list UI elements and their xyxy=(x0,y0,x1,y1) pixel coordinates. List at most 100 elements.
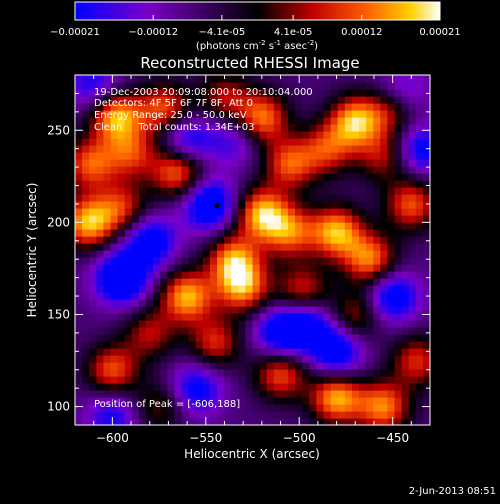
heatmap-cell xyxy=(146,110,154,118)
heatmap-cell xyxy=(82,404,90,412)
heatmap-cell xyxy=(224,355,232,363)
heatmap-cell xyxy=(366,264,374,272)
heatmap-cell xyxy=(302,264,310,272)
heatmap-cell xyxy=(359,383,367,391)
heatmap-cell xyxy=(138,299,147,307)
heatmap-cell xyxy=(394,173,403,181)
heatmap-cell xyxy=(89,285,97,293)
heatmap-cell xyxy=(231,257,239,265)
heatmap-cell xyxy=(195,397,204,405)
heatmap-cell xyxy=(422,362,430,370)
heatmap-cell xyxy=(245,208,254,216)
chart-title: Reconstructed RHESSI Image xyxy=(140,54,359,72)
heatmap-cell xyxy=(138,320,147,328)
heatmap-cell xyxy=(195,285,204,293)
heatmap-cell xyxy=(394,411,403,419)
heatmap-cell xyxy=(302,327,310,335)
heatmap-cell xyxy=(273,362,282,370)
heatmap-cell xyxy=(96,390,104,398)
heatmap-cell xyxy=(89,236,97,244)
heatmap-cell xyxy=(401,187,410,195)
heatmap-cell xyxy=(259,180,268,188)
heatmap-cell xyxy=(96,145,104,153)
heatmap-cell xyxy=(188,243,197,251)
heatmap-cell xyxy=(273,376,282,384)
heatmap-cell xyxy=(401,138,410,146)
heatmap-cell xyxy=(422,82,430,90)
heatmap-cell xyxy=(408,285,417,293)
heatmap-cell xyxy=(408,299,417,307)
heatmap-cell xyxy=(117,404,126,412)
heatmap-cell xyxy=(153,110,161,118)
heatmap-cell xyxy=(259,376,268,384)
heatmap-cell xyxy=(316,341,325,349)
heatmap-cell xyxy=(344,138,353,146)
heatmap-cell xyxy=(266,222,275,230)
heatmap-cell xyxy=(302,320,310,328)
heatmap-cell xyxy=(238,222,246,230)
heatmap-cell xyxy=(280,82,289,90)
heatmap-cell xyxy=(366,96,374,104)
heatmap-cell xyxy=(188,418,197,425)
heatmap-cell xyxy=(330,124,339,132)
heatmap-cell xyxy=(131,306,140,314)
heatmap-cell xyxy=(82,397,90,405)
heatmap-cell xyxy=(160,397,168,405)
heatmap-cell xyxy=(110,334,119,342)
heatmap-cell xyxy=(209,124,218,132)
heatmap-cell xyxy=(195,82,204,90)
heatmap-cell xyxy=(89,369,97,377)
heatmap-cell xyxy=(323,348,332,356)
heatmap-cell xyxy=(351,82,360,90)
heatmap-cell xyxy=(146,138,154,146)
heatmap-cell xyxy=(351,334,360,342)
heatmap-cell xyxy=(380,306,388,314)
heatmap-cell xyxy=(224,215,232,223)
heatmap-cell xyxy=(224,89,232,97)
heatmap-cell xyxy=(415,257,424,265)
heatmap-cell xyxy=(195,187,204,195)
heatmap-cell xyxy=(202,348,211,356)
heatmap-cell xyxy=(160,236,168,244)
heatmap-cell xyxy=(266,152,275,160)
heatmap-cell xyxy=(344,236,353,244)
heatmap-cell xyxy=(238,138,246,146)
heatmap-cell xyxy=(89,292,97,300)
heatmap-cell xyxy=(337,264,346,272)
heatmap-cell xyxy=(408,117,417,125)
heatmap-cell xyxy=(75,222,83,230)
heatmap-cell xyxy=(82,411,90,419)
heatmap-cell xyxy=(160,313,168,321)
heatmap-cell xyxy=(103,313,112,321)
heatmap-cell xyxy=(103,103,112,111)
heatmap-cell xyxy=(366,299,374,307)
heatmap-cell xyxy=(344,285,353,293)
heatmap-cell xyxy=(103,397,112,405)
heatmap-cell xyxy=(309,131,317,139)
heatmap-cell xyxy=(252,152,261,160)
heatmap-cell xyxy=(117,89,126,97)
heatmap-cell xyxy=(160,117,168,125)
heatmap-cell xyxy=(415,390,424,398)
heatmap-cell xyxy=(323,390,332,398)
heatmap-cell xyxy=(288,152,296,160)
heatmap-cell xyxy=(231,166,239,174)
heatmap-cell xyxy=(245,96,254,104)
heatmap-cell xyxy=(337,362,346,370)
heatmap-cell xyxy=(160,250,168,258)
heatmap-cell xyxy=(153,369,161,377)
heatmap-cell xyxy=(181,222,190,230)
heatmap-cell xyxy=(273,243,282,251)
heatmap-cell xyxy=(89,299,97,307)
heatmap-cell xyxy=(302,404,310,412)
heatmap-cell xyxy=(259,152,268,160)
heatmap-cell xyxy=(167,348,175,356)
heatmap-cell xyxy=(245,285,254,293)
heatmap-cell xyxy=(245,264,254,272)
heatmap-cell xyxy=(217,145,225,153)
heatmap-cell xyxy=(273,404,282,412)
heatmap-cell xyxy=(422,187,430,195)
heatmap-cell xyxy=(415,222,424,230)
heatmap-cell xyxy=(302,292,310,300)
heatmap-cell xyxy=(351,215,360,223)
